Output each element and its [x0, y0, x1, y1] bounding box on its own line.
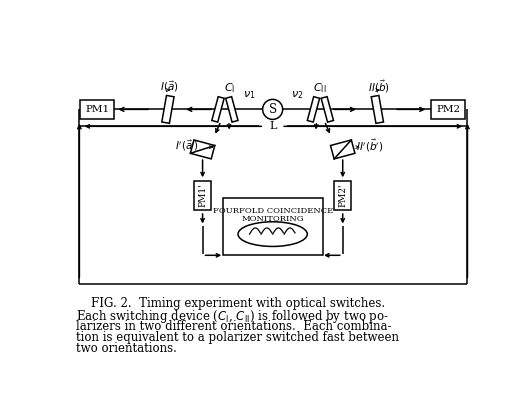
Text: larizers in two different orientations.  Each combina-: larizers in two different orientations. …: [76, 320, 391, 332]
Bar: [80, 100, 114, 119]
Text: $I(\vec{a})$: $I(\vec{a})$: [160, 79, 179, 94]
Bar: [212, 97, 224, 122]
Bar: [431, 100, 465, 119]
Text: $I'(\vec{a}')$: $I'(\vec{a}')$: [175, 139, 199, 153]
Text: $\nu_1$: $\nu_1$: [243, 90, 255, 102]
Text: tion is equivalent to a polarizer switched fast between: tion is equivalent to a polarizer switch…: [76, 331, 398, 344]
Text: L: L: [269, 121, 276, 132]
Bar: [226, 97, 238, 122]
Text: $II(\vec{b})$: $II(\vec{b})$: [368, 78, 390, 95]
Text: MONITORING: MONITORING: [242, 215, 304, 223]
Text: $II'(\vec{b}')$: $II'(\vec{b}')$: [356, 137, 384, 154]
Bar: [334, 181, 351, 210]
Text: two orientations.: two orientations.: [76, 342, 177, 355]
Bar: [330, 140, 355, 159]
Text: PM1': PM1': [198, 184, 207, 208]
Ellipse shape: [263, 99, 282, 119]
Bar: [162, 95, 174, 123]
Bar: [321, 97, 334, 122]
Text: PM1: PM1: [85, 105, 109, 114]
Text: $\nu_2$: $\nu_2$: [291, 90, 303, 102]
Bar: [307, 97, 320, 122]
Text: $C_{\rm II}$: $C_{\rm II}$: [313, 81, 327, 95]
Bar: [194, 181, 211, 210]
Text: PM2': PM2': [338, 184, 347, 208]
Text: $C_{\rm I}$: $C_{\rm I}$: [224, 81, 235, 95]
Ellipse shape: [238, 222, 307, 247]
Bar: [190, 140, 215, 159]
Text: S: S: [269, 103, 277, 116]
Bar: [222, 198, 323, 255]
Text: PM2: PM2: [436, 105, 460, 114]
Text: FOURFOLD COINCIDENCE: FOURFOLD COINCIDENCE: [212, 207, 333, 215]
Text: Each switching device ($C_{\rm I}$, $C_{\rm II}$) is followed by two po-: Each switching device ($C_{\rm I}$, $C_{…: [76, 308, 388, 326]
Bar: [371, 95, 384, 123]
Text: FIG. 2.  Timing experiment with optical switches.: FIG. 2. Timing experiment with optical s…: [76, 297, 385, 310]
